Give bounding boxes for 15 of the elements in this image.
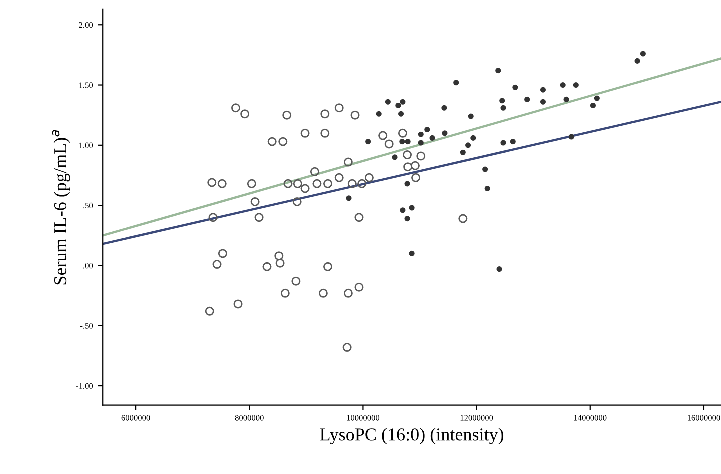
y-tick-label: -1.00 xyxy=(76,383,94,390)
x-tick-label: 16000000 xyxy=(688,415,720,421)
y-tick-label: 1.50 xyxy=(80,82,94,88)
y-tick-label: 2.00 xyxy=(79,22,94,28)
x-axis-title: LysoPC (16:0) (intensity) xyxy=(320,428,504,445)
y-axis-title: Serum IL-6 (pg/mL)$^{a}$ xyxy=(52,130,70,285)
x-tick-label: 12000000 xyxy=(460,415,494,421)
y-tick-label: .00 xyxy=(84,263,94,269)
x-tick-label: 10000000 xyxy=(347,415,380,421)
x-tick-label: 8000000 xyxy=(235,415,264,421)
y-tick-label: 1.00 xyxy=(80,142,94,148)
x-tick-label: 14000000 xyxy=(574,415,607,421)
y-tick-label: -.50 xyxy=(80,323,94,329)
y-tick-label: .50 xyxy=(84,202,94,209)
x-tick-label: 6000000 xyxy=(122,415,150,421)
